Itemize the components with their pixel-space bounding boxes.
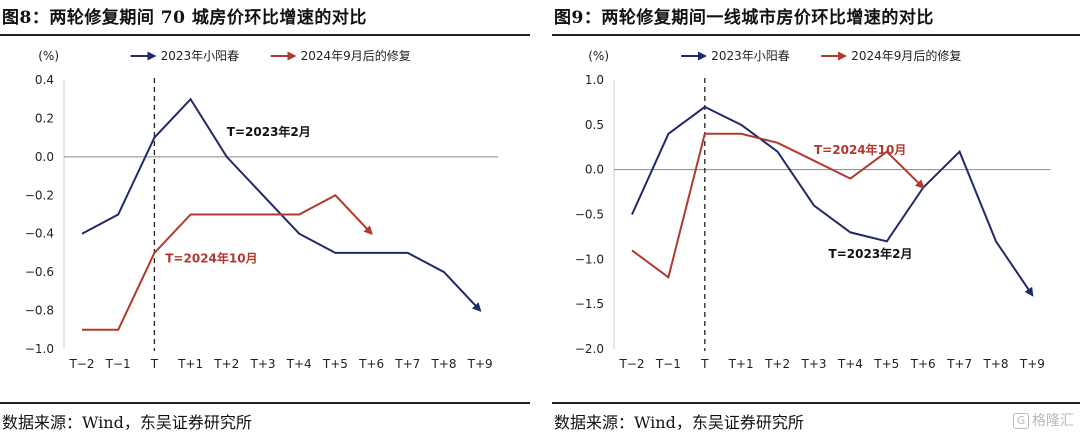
y-tick-label: 0.0 [585, 163, 604, 177]
chart-title: 图8：两轮修复期间 70 城房价环比增速的对比 [2, 8, 367, 28]
annotation-label: T=2023年2月 [829, 246, 913, 261]
annotation-label: T=2023年2月 [227, 124, 311, 139]
x-tick-label: T+6 [910, 357, 936, 371]
x-tick-label: T+6 [358, 357, 384, 371]
x-tick-label: T−2 [618, 357, 644, 371]
x-tick-label: T+9 [467, 357, 493, 371]
y-tick-label: −0.6 [25, 265, 54, 279]
x-tick-label: T+4 [286, 357, 312, 371]
y-tick-label: 0.2 [35, 111, 54, 125]
x-tick-label: T+2 [764, 357, 790, 371]
y-tick-label: 0.5 [585, 118, 604, 132]
x-tick-label: T [700, 357, 709, 371]
legend-label: 2024年9月后的修复 [301, 48, 411, 63]
y-tick-label: 0.0 [35, 150, 54, 164]
x-tick-label: T+5 [873, 357, 899, 371]
x-tick-label: T [150, 357, 159, 371]
source-note: 数据来源：Wind，东吴证券研究所 [2, 413, 252, 432]
chart-panel-70-cities: 图8：两轮修复期间 70 城房价环比增速的对比 (%) 0.4 0.2 0.0 −0.2… [0, 0, 530, 438]
x-tick-label: T+1 [177, 357, 203, 371]
x-tick-label: T−1 [105, 357, 131, 371]
y-tick-label: −0.8 [25, 304, 54, 318]
x-tick-label: T+1 [728, 357, 754, 371]
watermark-text: 格隆汇 [1032, 413, 1074, 429]
x-tick-label: T+9 [1019, 357, 1045, 371]
annotation-label: T=2024年10月 [814, 142, 906, 157]
unit-label: (%) [38, 49, 59, 63]
x-tick-label: T+5 [322, 357, 348, 371]
legend-label: 2023年小阳春 [711, 49, 790, 63]
line-chart: (%) 0.4 0.2 0.0 −0.2 −0.4 −0.6 −0.8 −1.0 T−2 T−1 T T… [25, 48, 499, 371]
y-tick-label: −0.5 [575, 208, 604, 222]
y-tick-label: −2.0 [575, 342, 604, 356]
legend-label: 2023年小阳春 [161, 49, 240, 63]
x-tick-label: T+3 [249, 357, 275, 371]
source-rule [552, 402, 1080, 404]
y-tick-label: −1.0 [25, 342, 54, 356]
series-line [631, 132, 925, 279]
x-tick-label: T+2 [213, 357, 239, 371]
x-tick-label: T+7 [394, 357, 420, 371]
y-tick-label: 1.0 [585, 73, 604, 87]
y-tick-label: 0.4 [35, 73, 54, 87]
x-tick-label: T+8 [430, 357, 456, 371]
annotation-label: T=2024年10月 [165, 251, 257, 266]
x-tick-label: T+3 [800, 357, 826, 371]
y-tick-label: −0.2 [25, 188, 54, 202]
y-tick-label: −1.5 [575, 297, 604, 311]
source-note: 数据来源：Wind，东吴证券研究所 [554, 413, 804, 432]
x-tick-label: T−1 [655, 357, 681, 371]
title-rule [0, 34, 530, 36]
chart-title: 图9：两轮修复期间一线城市房价环比增速的对比 [554, 8, 934, 28]
y-tick-label: −1.0 [575, 252, 604, 266]
x-tick-label: T+8 [982, 357, 1008, 371]
watermark-logo-icon: G [1013, 413, 1029, 429]
series-line [631, 105, 1034, 297]
source-rule [0, 402, 530, 404]
watermark: G 格隆汇 [1013, 410, 1074, 430]
line-chart: (%) 1.0 0.5 0.0 −0.5 −1.0 −1.5 −2.0 T−2 T−1 T T+1 T+… [575, 48, 1051, 371]
series-line [82, 194, 373, 331]
x-tick-label: T+4 [837, 357, 863, 371]
title-rule [552, 34, 1080, 36]
unit-label: (%) [588, 49, 609, 63]
x-tick-label: T+7 [946, 357, 972, 371]
y-tick-label: −0.4 [25, 227, 54, 241]
legend-label: 2024年9月后的修复 [851, 48, 961, 63]
chart-panel-tier1-cities: 图9：两轮修复期间一线城市房价环比增速的对比 (%) 1.0 0.5 0.0 −0.5 −… [552, 0, 1080, 438]
x-tick-label: T−2 [68, 357, 94, 371]
